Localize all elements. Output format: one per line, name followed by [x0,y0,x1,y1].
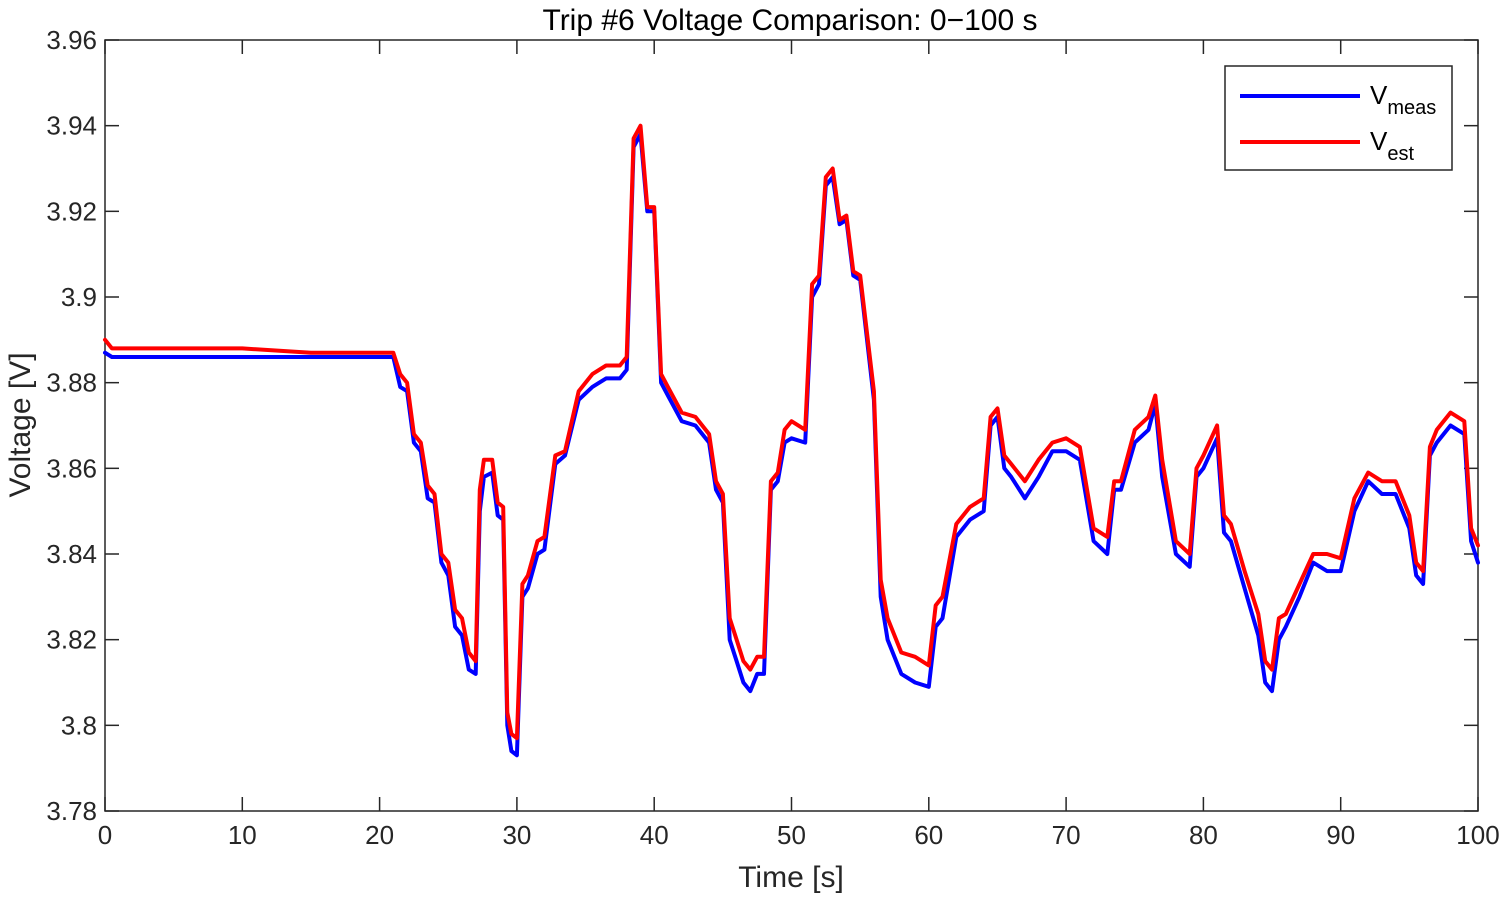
x-tick-label: 70 [1052,820,1081,850]
x-tick-label: 60 [914,820,943,850]
legend-label-meas: Vmeas [1370,80,1436,119]
x-tick-label: 20 [365,820,394,850]
x-tick-label: 80 [1189,820,1218,850]
y-tick-label: 3.92 [46,196,97,226]
legend-label-meas-sub: meas [1387,97,1436,119]
y-tick-label: 3.8 [61,710,97,740]
x-tick-label: 100 [1456,820,1499,850]
y-tick-label: 3.86 [46,453,97,483]
x-tick-label: 10 [228,820,257,850]
y-tick-label: 3.88 [46,368,97,398]
legend-label-meas-main: V [1370,80,1388,110]
chart-title: Trip #6 Voltage Comparison: 0−100 s [542,4,1037,37]
y-tick-label: 3.96 [46,25,97,55]
x-tick-label: 90 [1326,820,1355,850]
legend-box [1224,65,1453,171]
x-tick-label: 50 [777,820,806,850]
y-tick-label: 3.94 [46,111,97,141]
axis-ticks: 0 10 20 30 40 50 60 70 80 90 100 3.78 3.8 3.82 3.84 3.8… [46,25,1499,850]
y-tick-label: 3.84 [46,539,97,569]
legend: Vmeas Vest [1224,65,1453,171]
y-tick-label: 3.78 [46,796,97,826]
legend-label-est-sub: est [1387,143,1414,165]
x-tick-label: 30 [502,820,531,850]
legend-label-est-main: V [1370,126,1388,156]
x-axis-label: Time [s] [738,861,844,894]
series-line-est [103,123,1480,741]
y-tick-label: 3.82 [46,625,97,655]
series-line-meas [103,132,1480,758]
legend-label-est: Vest [1370,126,1414,165]
x-tick-label: 0 [98,820,112,850]
y-axis-label: Voltage [V] [4,352,37,497]
x-tick-label: 40 [640,820,669,850]
y-tick-label: 3.9 [61,282,97,312]
series-lines [103,123,1480,758]
